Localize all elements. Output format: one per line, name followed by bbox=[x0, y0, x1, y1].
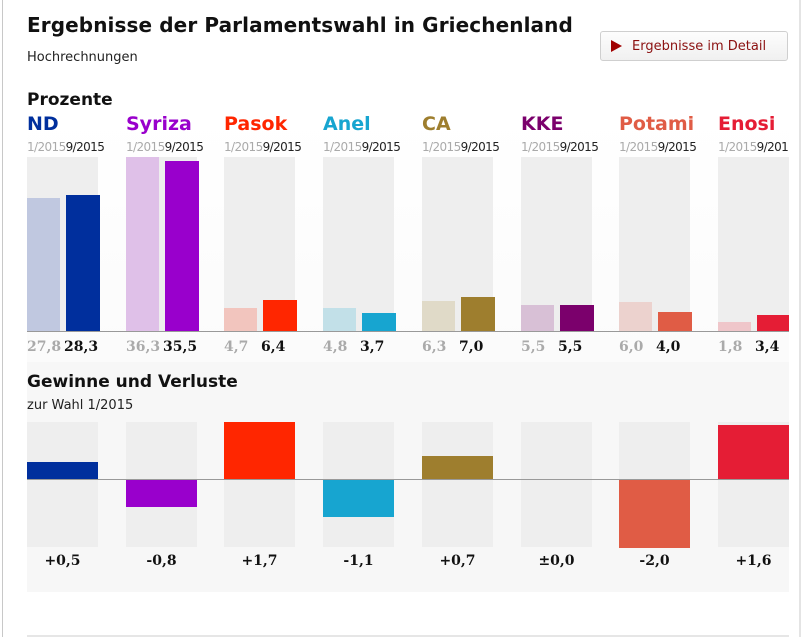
value-pasok-2015-09: 6,4 bbox=[261, 339, 286, 355]
gain-bar-nd[interactable] bbox=[27, 462, 98, 479]
loss-bar-potami[interactable] bbox=[619, 480, 690, 548]
percent-track-anel bbox=[323, 157, 394, 331]
percent-track-kke bbox=[521, 157, 592, 331]
page-right-border bbox=[799, 0, 801, 637]
year-labels-nd: 1/20159/2015 bbox=[27, 140, 105, 154]
gains-value-pasok: +1,7 bbox=[241, 553, 278, 569]
bar-anel-2015-01[interactable] bbox=[323, 308, 356, 331]
year-labels-enosi: 1/20159/2015 bbox=[718, 140, 789, 154]
value-potami-2015-01: 6,0 bbox=[619, 339, 644, 355]
gains-value-nd: +0,5 bbox=[44, 553, 81, 569]
gain-bar-pasok[interactable] bbox=[224, 422, 295, 479]
value-pasok-2015-01: 4,7 bbox=[224, 339, 249, 355]
year-labels-anel: 1/20159/2015 bbox=[323, 140, 401, 154]
party-name-kke: KKE bbox=[521, 113, 564, 135]
value-ca-2015-09: 7,0 bbox=[459, 339, 484, 355]
year-label-new: 9/2015 bbox=[756, 140, 789, 154]
year-label-old: 1/2015 bbox=[619, 140, 658, 154]
year-label-old: 1/2015 bbox=[224, 140, 263, 154]
year-label-old: 1/2015 bbox=[718, 140, 757, 154]
year-labels-ca: 1/20159/2015 bbox=[422, 140, 500, 154]
bar-anel-2015-09[interactable] bbox=[362, 313, 396, 331]
party-name-syriza: Syriza bbox=[126, 113, 192, 135]
bar-ca-2015-01[interactable] bbox=[422, 301, 455, 331]
bar-syriza-2015-09[interactable] bbox=[165, 161, 199, 331]
party-name-pasok: Pasok bbox=[224, 113, 288, 135]
value-potami-2015-09: 4,0 bbox=[656, 339, 681, 355]
year-labels-syriza: 1/20159/2015 bbox=[126, 140, 204, 154]
year-label-new: 9/2015 bbox=[460, 140, 500, 154]
bar-potami-2015-09[interactable] bbox=[658, 312, 692, 331]
value-anel-2015-09: 3,7 bbox=[360, 339, 385, 355]
year-label-new: 9/2015 bbox=[262, 140, 302, 154]
bar-kke-2015-09[interactable] bbox=[560, 305, 594, 331]
gains-track-kke bbox=[521, 422, 592, 547]
bar-enosi-2015-01[interactable] bbox=[718, 322, 751, 331]
party-name-potami: Potami bbox=[619, 113, 695, 135]
party-name-anel: Anel bbox=[323, 113, 371, 135]
year-labels-potami: 1/20159/2015 bbox=[619, 140, 697, 154]
page-title: Ergebnisse der Parlamentswahl in Grieche… bbox=[27, 13, 573, 37]
gains-value-kke: ±0,0 bbox=[538, 553, 575, 569]
bar-enosi-2015-09[interactable] bbox=[757, 315, 789, 331]
value-ca-2015-01: 6,3 bbox=[422, 339, 447, 355]
results-detail-button[interactable]: Ergebnisse im Detail bbox=[600, 31, 788, 61]
year-label-new: 9/2015 bbox=[361, 140, 401, 154]
footer-divider bbox=[27, 635, 789, 637]
value-enosi-2015-01: 1,8 bbox=[718, 339, 743, 355]
gains-zero-line bbox=[27, 479, 789, 480]
year-label-old: 1/2015 bbox=[422, 140, 461, 154]
bar-nd-2015-09[interactable] bbox=[66, 195, 100, 331]
gains-chart-title: Gewinne und Verluste bbox=[27, 372, 238, 392]
year-label-old: 1/2015 bbox=[323, 140, 362, 154]
year-labels-kke: 1/20159/2015 bbox=[521, 140, 599, 154]
gains-value-potami: -2,0 bbox=[639, 553, 670, 569]
bar-nd-2015-01[interactable] bbox=[27, 198, 60, 331]
bar-potami-2015-01[interactable] bbox=[619, 302, 652, 331]
value-nd-2015-01: 27,8 bbox=[27, 339, 62, 355]
gains-value-anel: -1,1 bbox=[343, 553, 374, 569]
gains-value-enosi: +1,6 bbox=[735, 553, 772, 569]
percent-track-enosi bbox=[718, 157, 789, 331]
bar-pasok-2015-01[interactable] bbox=[224, 308, 257, 331]
value-nd-2015-09: 28,3 bbox=[64, 339, 99, 355]
gains-track-nd bbox=[27, 422, 98, 547]
gain-bar-ca[interactable] bbox=[422, 456, 493, 479]
year-labels-pasok: 1/20159/2015 bbox=[224, 140, 302, 154]
bar-pasok-2015-09[interactable] bbox=[263, 300, 297, 331]
bar-syriza-2015-01[interactable] bbox=[126, 157, 159, 331]
value-anel-2015-01: 4,8 bbox=[323, 339, 348, 355]
bar-kke-2015-01[interactable] bbox=[521, 305, 554, 331]
gains-value-ca: +0,7 bbox=[439, 553, 476, 569]
gains-track-ca bbox=[422, 422, 493, 547]
value-kke-2015-09: 5,5 bbox=[558, 339, 583, 355]
party-name-ca: CA bbox=[422, 113, 451, 135]
year-label-old: 1/2015 bbox=[27, 140, 66, 154]
results-detail-label: Ergebnisse im Detail bbox=[632, 38, 767, 54]
value-syriza-2015-01: 36,3 bbox=[126, 339, 161, 355]
gains-chart-subtitle: zur Wahl 1/2015 bbox=[27, 398, 134, 413]
year-label-new: 9/2015 bbox=[65, 140, 105, 154]
value-kke-2015-01: 5,5 bbox=[521, 339, 546, 355]
year-label-new: 9/2015 bbox=[657, 140, 697, 154]
percent-baseline bbox=[27, 331, 789, 332]
year-label-new: 9/2015 bbox=[559, 140, 599, 154]
page-subtitle: Hochrechnungen bbox=[27, 50, 138, 65]
play-triangle-icon bbox=[611, 40, 622, 52]
page-left-border bbox=[2, 0, 3, 637]
gain-bar-enosi[interactable] bbox=[718, 425, 789, 479]
year-label-new: 9/2015 bbox=[164, 140, 204, 154]
value-syriza-2015-09: 35,5 bbox=[163, 339, 198, 355]
party-name-nd: ND bbox=[27, 113, 59, 135]
gains-value-syriza: -0,8 bbox=[146, 553, 177, 569]
party-name-enosi: Enosi bbox=[718, 113, 776, 135]
percent-chart-title: Prozente bbox=[27, 90, 113, 110]
loss-bar-anel[interactable] bbox=[323, 480, 394, 517]
loss-bar-syriza[interactable] bbox=[126, 480, 197, 507]
bar-ca-2015-09[interactable] bbox=[461, 297, 495, 331]
year-label-old: 1/2015 bbox=[126, 140, 165, 154]
year-label-old: 1/2015 bbox=[521, 140, 560, 154]
value-enosi-2015-09: 3,4 bbox=[755, 339, 780, 355]
